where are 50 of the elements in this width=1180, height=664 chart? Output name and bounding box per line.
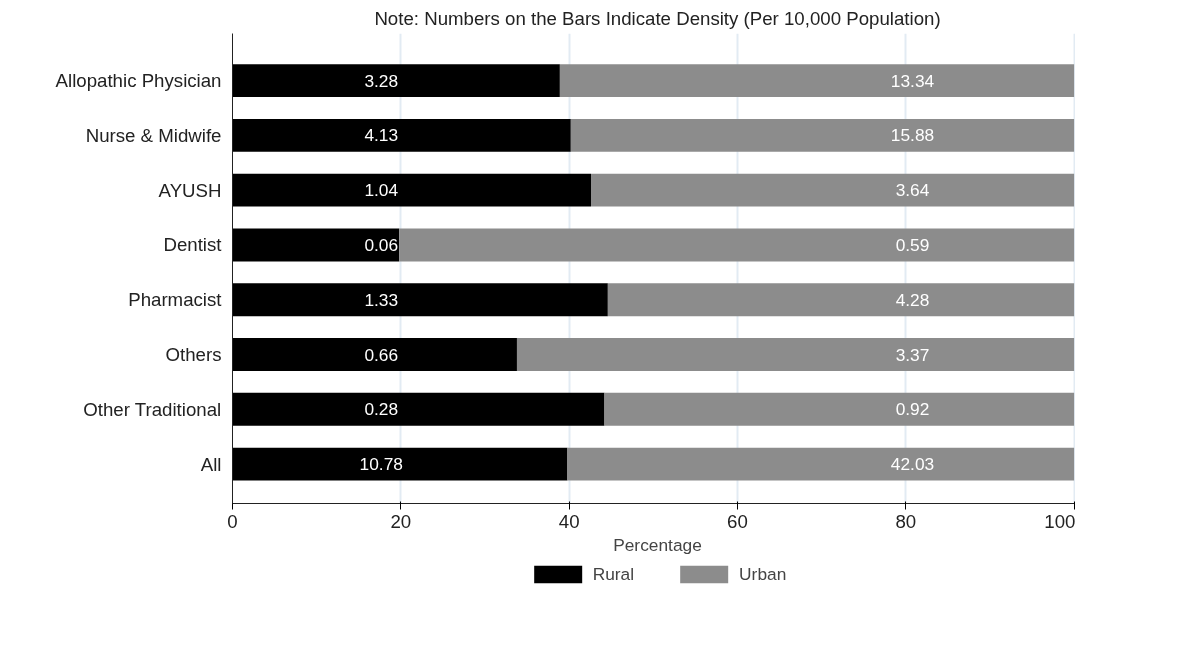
annotation: 0.66 [364, 344, 399, 365]
legend-label: Urban [739, 563, 787, 585]
x-tick-label: 100 [1044, 510, 1076, 532]
x-tick-label: 0 [227, 510, 238, 532]
bar [567, 447, 1075, 481]
annotation: 3.64 [895, 180, 930, 201]
x-tick-label: 20 [390, 510, 412, 532]
bar [559, 64, 1075, 98]
annotation: 4.28 [895, 289, 930, 310]
x-tick-label: 60 [727, 510, 748, 532]
annotation: 3.37 [895, 344, 930, 365]
bar [591, 173, 1075, 207]
y-tick-label: Others [165, 344, 222, 365]
y-tick-label: Other Traditional [83, 398, 222, 420]
bar [232, 338, 517, 371]
annotation: 13.34 [890, 70, 935, 91]
y-tick-label: Dentist [163, 234, 223, 256]
annotation: 1.33 [364, 289, 399, 310]
bar [232, 228, 400, 262]
bar [232, 447, 568, 481]
annotation: 10.78 [359, 454, 403, 475]
y-tick-label: All [200, 453, 222, 475]
bar [516, 338, 1075, 371]
bar [604, 392, 1075, 426]
annotation: 42.03 [890, 454, 935, 475]
bar [232, 64, 560, 98]
y-tick-label: Nurse & Midwife [85, 124, 222, 146]
legend-label: Rural [592, 563, 635, 585]
y-tick-label: AYUSH [158, 179, 222, 201]
x-axis-title: Percentage [613, 534, 702, 555]
chart-title: Note: Numbers on the Bars Indicate Density (Per 10,000 Population) [374, 7, 941, 29]
annotation: 0.06 [364, 234, 399, 255]
annotation: 3.28 [364, 70, 399, 91]
annotation: 15.88 [890, 125, 935, 146]
bar [607, 283, 1075, 317]
bar [399, 228, 1075, 262]
annotation: 0.59 [895, 234, 930, 255]
annotation: 0.92 [895, 399, 930, 420]
x-tick-label: 40 [558, 510, 580, 532]
x-tick-label: 80 [895, 510, 917, 532]
annotation: 0.28 [364, 399, 399, 420]
y-tick-label: Pharmacist [128, 289, 223, 311]
y-tick-label: Allopathic Physician [55, 70, 222, 92]
bar [232, 283, 608, 317]
bar [232, 118, 571, 152]
bar [232, 173, 592, 207]
bar [570, 118, 1075, 152]
bar [232, 392, 605, 426]
annotation: 4.13 [364, 125, 399, 146]
annotation: 1.04 [364, 180, 399, 201]
